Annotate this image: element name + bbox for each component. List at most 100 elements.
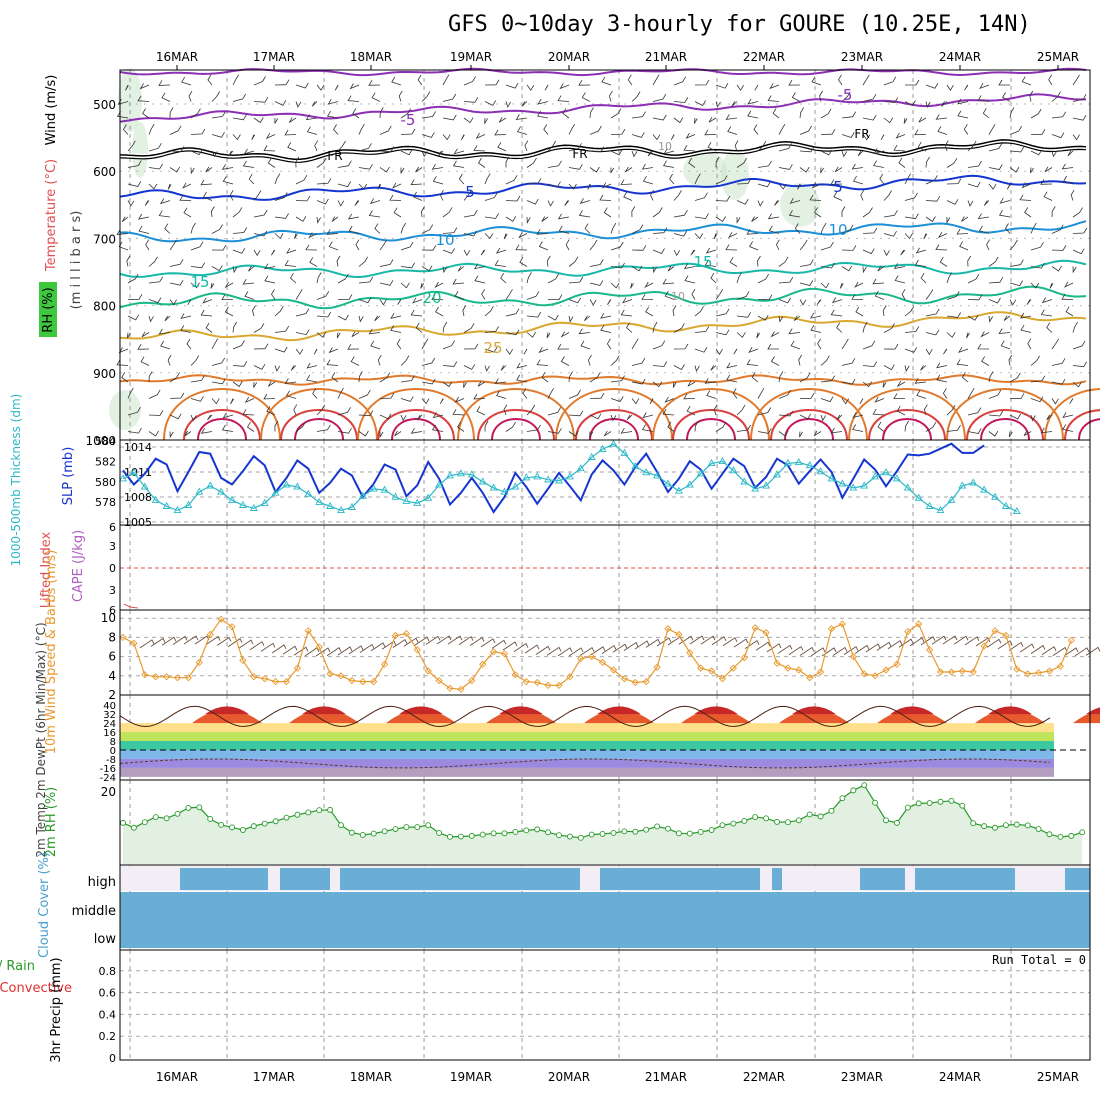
boundary-layer-contour bbox=[686, 418, 736, 441]
wind-barb bbox=[620, 179, 633, 186]
wind-barb bbox=[778, 410, 794, 417]
wind-barb bbox=[169, 107, 174, 119]
wind-barb bbox=[925, 329, 940, 336]
temperature-peak-core bbox=[499, 706, 543, 715]
thickness-point bbox=[424, 493, 433, 501]
high-cloud-block bbox=[860, 868, 905, 890]
thickness-point bbox=[347, 502, 356, 510]
rh-point bbox=[806, 811, 813, 818]
surface-wind-barb bbox=[227, 638, 243, 648]
wind-barb bbox=[917, 141, 927, 152]
rh-point bbox=[403, 824, 410, 831]
surface-wind-barb bbox=[722, 637, 738, 647]
cloud-axis-label: Cloud Cover (%) bbox=[37, 852, 52, 958]
dewpoint-line bbox=[119, 758, 1051, 769]
wind-barb bbox=[957, 110, 969, 119]
contour-label: FR bbox=[854, 127, 869, 141]
wind-barb bbox=[915, 247, 927, 254]
surface-wind-barb bbox=[425, 635, 441, 645]
wind-barb bbox=[205, 322, 213, 333]
wind-barb bbox=[305, 114, 318, 121]
wind-barb bbox=[988, 410, 1004, 417]
wind-barb bbox=[500, 365, 507, 371]
wind-barb bbox=[210, 282, 215, 289]
wind-speed-point bbox=[566, 673, 574, 681]
wind-barb bbox=[581, 92, 591, 102]
surface-wind-barb bbox=[997, 640, 1013, 650]
wind-barb bbox=[923, 233, 928, 240]
wind-barb bbox=[503, 233, 508, 240]
boundary-layer-contour bbox=[784, 418, 834, 441]
wind-barb bbox=[232, 340, 245, 350]
wind-barb bbox=[988, 183, 997, 190]
wind-barb bbox=[642, 412, 654, 419]
wind-barb bbox=[295, 308, 310, 317]
temperature-contour bbox=[119, 285, 1087, 310]
rh-point bbox=[774, 818, 780, 825]
wind-barb bbox=[733, 348, 738, 355]
wind-barb bbox=[164, 223, 171, 234]
rh-point bbox=[981, 823, 988, 830]
wind-barb bbox=[368, 210, 381, 218]
wind-barb bbox=[715, 329, 730, 336]
wind-speed-point bbox=[271, 677, 280, 686]
surface-wind-barb bbox=[755, 641, 771, 651]
wind-barb bbox=[631, 132, 645, 138]
wind-barb bbox=[988, 297, 1001, 304]
wind-barb bbox=[610, 128, 626, 135]
high-cloud-block bbox=[340, 868, 440, 890]
surface-wind-barb bbox=[502, 641, 518, 651]
wind-barb bbox=[431, 424, 444, 432]
thickness-point bbox=[129, 468, 138, 476]
wind-barb bbox=[1072, 74, 1080, 86]
wind-barb bbox=[1072, 227, 1088, 234]
wind-barb bbox=[547, 181, 561, 188]
wind-barb bbox=[410, 179, 423, 186]
wind-barb bbox=[484, 305, 494, 317]
wind-barb bbox=[421, 378, 436, 385]
rh-point bbox=[185, 804, 192, 811]
wind-barb bbox=[202, 297, 213, 304]
wind-barb bbox=[770, 356, 780, 366]
wind-barb bbox=[841, 265, 853, 272]
wind-barb bbox=[851, 294, 864, 300]
surface-wind-barb bbox=[480, 638, 496, 648]
wind-speed-point bbox=[762, 628, 770, 637]
wind-speed-point bbox=[1067, 636, 1075, 644]
date-label-bottom: 24MAR bbox=[939, 1070, 981, 1084]
wind-barb bbox=[589, 431, 594, 438]
wind-speed-point bbox=[424, 667, 432, 675]
wind-barb bbox=[626, 414, 633, 421]
thickness-point bbox=[184, 500, 193, 508]
wind-barb bbox=[713, 233, 718, 240]
rh-tick-label: 20 bbox=[101, 785, 116, 799]
wind-barb bbox=[1030, 129, 1046, 135]
wind-barb bbox=[313, 348, 318, 355]
wind-barb bbox=[477, 381, 486, 387]
wind-barb bbox=[137, 344, 150, 350]
temperature-color-band bbox=[120, 723, 1054, 733]
wind-barb bbox=[253, 117, 264, 124]
wind-barb bbox=[650, 189, 654, 201]
wind-barb bbox=[516, 126, 528, 135]
temperature-line bbox=[119, 705, 1051, 728]
wind-barb bbox=[421, 357, 436, 366]
pressure-tick-label: 600 bbox=[93, 165, 116, 179]
wind-barb bbox=[729, 256, 738, 267]
wind-barb bbox=[211, 132, 225, 138]
wind-barb bbox=[253, 323, 265, 333]
wind-barb bbox=[274, 420, 279, 432]
wind-speed-point bbox=[838, 620, 847, 628]
wind-speed-point bbox=[609, 666, 618, 674]
wind-barb bbox=[141, 331, 150, 338]
rh-area bbox=[123, 785, 1083, 864]
wind-barb bbox=[819, 90, 823, 102]
thickness-point bbox=[653, 471, 662, 479]
thickness-point bbox=[326, 501, 335, 509]
wind-barb bbox=[1006, 183, 1011, 190]
rh-point bbox=[370, 830, 377, 837]
temperature-peak-core bbox=[988, 706, 1032, 715]
wind-barb bbox=[526, 424, 541, 432]
wind-barb bbox=[778, 143, 793, 152]
wind-barb bbox=[1009, 166, 1020, 173]
